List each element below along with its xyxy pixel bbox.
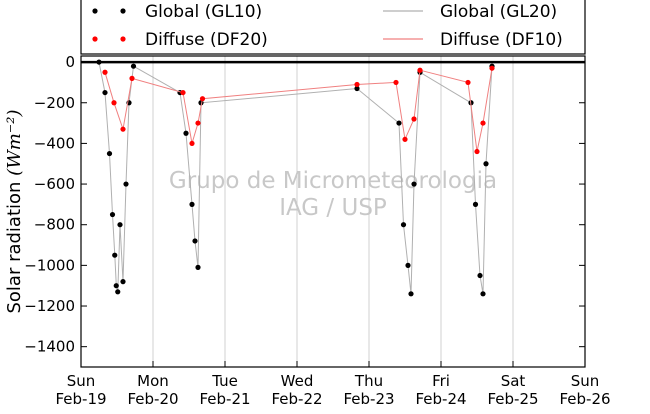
y-tick-label: −1400 [24, 338, 75, 356]
data-point [402, 136, 408, 142]
data-point [400, 222, 407, 228]
legend-marker [120, 36, 126, 42]
x-tick-date-label: Feb-20 [127, 390, 178, 408]
data-point [189, 201, 195, 207]
x-tick-day-label: Thu [354, 372, 383, 390]
legend-marker [120, 8, 126, 14]
legend-label: Diffuse (DF20) [145, 30, 268, 50]
data-point [354, 81, 360, 88]
x-tick-day-label: Sun [67, 372, 96, 390]
data-point [465, 79, 471, 86]
data-point [106, 150, 113, 157]
plot-frame [80, 55, 586, 368]
watermark-text: IAG / USP [279, 195, 387, 221]
legend-label: Diffuse (DF10) [440, 30, 563, 50]
data-point [129, 75, 135, 81]
y-axis-label: Solar radiation (Wm⁻²) [4, 109, 25, 313]
x-tick-date-label: Feb-22 [271, 390, 322, 408]
data-point [408, 291, 414, 297]
data-point [199, 96, 206, 102]
x-tick-day-label: Mon [137, 372, 169, 390]
y-tick-label: −400 [34, 134, 75, 152]
data-point [489, 65, 495, 71]
data-point [102, 89, 108, 96]
legend-box [80, 0, 586, 55]
x-tick-date-label: Feb-24 [415, 390, 466, 408]
y-tick-label: −1000 [24, 256, 75, 274]
data-point [117, 222, 123, 228]
data-point [109, 211, 116, 218]
data-point [411, 181, 417, 187]
data-point [192, 238, 198, 244]
x-tick-day-label: Sat [501, 372, 526, 390]
y-tick-label: −800 [34, 216, 75, 234]
data-point [130, 63, 137, 69]
data-point [393, 79, 399, 86]
x-tick-date-label: Feb-21 [199, 390, 250, 408]
data-point [411, 116, 417, 122]
x-tick-date-label: Feb-19 [55, 390, 106, 408]
data-point [480, 120, 486, 126]
data-point [111, 100, 117, 106]
x-tick-date-label: Feb-23 [343, 390, 394, 408]
data-point [474, 148, 480, 155]
data-point [120, 126, 126, 132]
data-point [102, 69, 108, 75]
data-point [123, 181, 129, 187]
data-point [477, 272, 483, 279]
x-tick-day-label: Fri [432, 372, 450, 390]
x-tick-date-label: Feb-26 [559, 390, 610, 408]
x-tick-day-label: Tue [211, 372, 238, 390]
data-point [472, 201, 479, 207]
data-point [115, 289, 121, 295]
watermark-text: Grupo de Micrometeorologia [169, 168, 497, 194]
data-point [195, 264, 201, 270]
data-point [112, 252, 118, 258]
y-axis-label-text: Solar radiation [4, 176, 25, 314]
y-tick-label: −1200 [24, 297, 75, 315]
data-point [96, 59, 102, 65]
data-point [354, 85, 360, 92]
data-point [417, 67, 423, 73]
data-point [113, 283, 119, 289]
data-point [189, 140, 195, 147]
legend-label: Global (GL10) [145, 2, 262, 22]
legend-label: Global (GL20) [440, 2, 557, 22]
data-point [195, 120, 201, 126]
data-point [405, 262, 411, 268]
data-point [480, 291, 486, 297]
y-tick-label: 0 [65, 53, 75, 71]
x-tick-day-label: Wed [281, 372, 314, 390]
data-point [183, 130, 189, 136]
y-tick-label: −600 [34, 175, 75, 193]
data-point [120, 279, 126, 285]
y-axis-label-unit: (Wm⁻²) [4, 109, 25, 175]
x-tick-day-label: Sun [571, 372, 600, 390]
data-point [483, 161, 489, 167]
data-point [396, 120, 402, 126]
plot-area [96, 59, 495, 297]
y-tick-label: −200 [34, 94, 75, 112]
legend-marker [92, 8, 98, 14]
data-point [180, 89, 186, 96]
x-tick-date-label: Feb-25 [487, 390, 538, 408]
legend-marker [92, 36, 98, 42]
